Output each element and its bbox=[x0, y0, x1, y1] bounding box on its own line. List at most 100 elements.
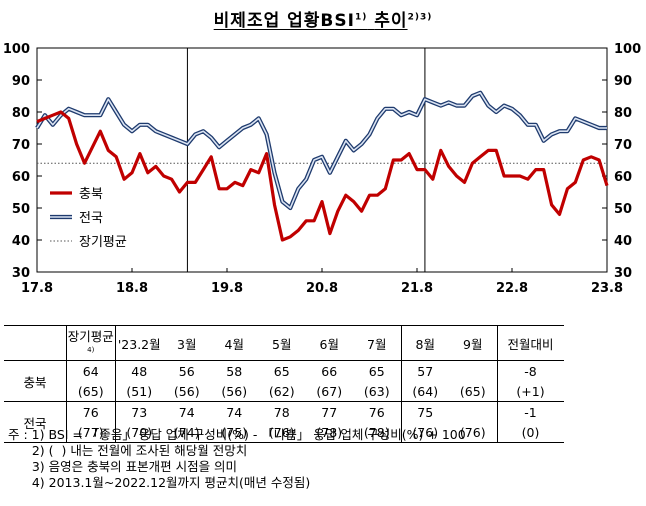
table-cell: (0) bbox=[497, 422, 564, 443]
table-cell: (76) bbox=[400, 422, 449, 443]
table-cell: (65) bbox=[66, 381, 115, 402]
table-cell: 65 bbox=[273, 363, 290, 379]
table-cell: (75) bbox=[210, 422, 258, 443]
table-cell: (67) bbox=[305, 381, 353, 402]
table-cell: -1 bbox=[524, 404, 537, 420]
bsi-line-chart: 30 30 40 40 50 50 60 60 70 70 80 80 90 90 100 100 17.8 18… bbox=[3, 42, 641, 296]
row-label: 전국 bbox=[4, 401, 67, 443]
x-tick-label: 17.8 bbox=[21, 281, 53, 296]
footnotes: 주 : 1) BSI = 「좋음」 응답 업체 구성비(%) - 「나쁨」 응답… bbox=[8, 427, 466, 491]
table-cell: 58 bbox=[226, 363, 243, 379]
table-cell: (77) bbox=[66, 422, 115, 443]
table-cell: (70) bbox=[114, 422, 163, 443]
table-cell: (56) bbox=[163, 381, 211, 402]
y-tick-label-right: 40 bbox=[614, 234, 632, 249]
y-tick-label-right: 50 bbox=[614, 202, 632, 217]
table-cell: 66 bbox=[321, 363, 338, 379]
x-tick-label: 21.8 bbox=[401, 281, 433, 296]
col-header: 장기평균4) bbox=[66, 325, 115, 361]
table-cell bbox=[449, 360, 498, 381]
series-line-national-outline bbox=[35, 90, 607, 211]
title-footnote-1: 1) bbox=[354, 12, 368, 23]
table-cell: 76 bbox=[368, 404, 385, 420]
x-tick-label: 22.8 bbox=[496, 281, 528, 296]
col-header-footnote: 4) bbox=[87, 345, 95, 354]
x-tick-label: 23.8 bbox=[591, 281, 623, 296]
y-tick-label-right: 80 bbox=[614, 106, 632, 121]
table-cell: 75 bbox=[400, 401, 449, 422]
table-row: 전국 76 73 74 74 78 77 76 75 -1 bbox=[4, 401, 564, 443]
col-header: 7월 bbox=[353, 325, 401, 361]
legend-label-chungbuk: 충북 bbox=[79, 187, 103, 202]
footnote-line: 2) ( ) 내는 전월에 조사된 해당월 전망치 bbox=[8, 443, 248, 458]
table-cell: (+1) bbox=[497, 381, 564, 402]
table-cell: (63) bbox=[353, 381, 401, 402]
col-header-label: 장기평균 bbox=[67, 329, 114, 344]
table-cell: (64) bbox=[400, 381, 449, 402]
table-row: (65) (51) (56) (56) (62) (67) (63) (64) … bbox=[4, 381, 564, 402]
y-tick-label-right: 100 bbox=[614, 42, 641, 57]
col-header: 8월 bbox=[400, 325, 449, 361]
title-suffix: 추이 bbox=[374, 11, 408, 31]
table-cell: (51) bbox=[114, 381, 163, 402]
footnote-line: 3) 음영은 충북의 표본개편 시점을 의미 bbox=[8, 459, 238, 474]
table-cell: (76) bbox=[449, 422, 498, 443]
y-tick-label-right: 70 bbox=[614, 138, 632, 153]
col-header: 9월 bbox=[449, 325, 498, 361]
y-tick-label-left: 40 bbox=[12, 234, 30, 249]
col-header: 3월 bbox=[163, 325, 211, 361]
x-tick-label: 20.8 bbox=[306, 281, 338, 296]
table-cell: (78) bbox=[305, 422, 353, 443]
col-header: 전월대비 bbox=[497, 325, 564, 361]
col-header: 6월 bbox=[305, 325, 353, 361]
bsi-table: 장기평균4) '23.2월 3월 4월 5월 6월 7월 8월 9월 전월대비 … bbox=[4, 325, 564, 443]
table-cell: (74) bbox=[163, 422, 211, 443]
table-cell: 56 bbox=[178, 363, 195, 379]
table-cell: (56) bbox=[210, 381, 258, 402]
table-cell: 76 bbox=[66, 401, 115, 422]
chart-title: 비제조업 업황BSI1) 추이2)3) bbox=[0, 6, 646, 31]
table-row: 충북 64 48 56 58 65 66 65 57 -8 bbox=[4, 360, 564, 402]
table-cell: 48 bbox=[114, 360, 163, 381]
table-cell: 65 bbox=[368, 363, 385, 379]
y-tick-label-left: 100 bbox=[3, 42, 30, 57]
x-tick-label: 18.8 bbox=[116, 281, 148, 296]
legend-label-average: 장기평균 bbox=[79, 235, 127, 250]
y-tick-label-right: 30 bbox=[614, 266, 632, 281]
col-header: 4월 bbox=[210, 325, 258, 361]
y-tick-label-left: 80 bbox=[12, 106, 30, 121]
y-tick-label-right: 60 bbox=[614, 170, 632, 185]
table-cell: (65) bbox=[449, 381, 498, 402]
footnote-line: 4) 2013.1월~2022.12월까지 평균치(매년 수정됨) bbox=[8, 475, 311, 490]
y-tick-label-left: 50 bbox=[12, 202, 30, 217]
y-tick-label-left: 30 bbox=[12, 266, 30, 281]
series-line-national bbox=[36, 91, 607, 209]
table-cell: -8 bbox=[524, 363, 537, 379]
title-footnote-2: 2)3) bbox=[407, 12, 433, 23]
table-row: (77) (70) (74) (75) (76) (78) (78) (76) … bbox=[4, 422, 564, 443]
table-cell: 57 bbox=[400, 360, 449, 381]
table-corner bbox=[4, 325, 67, 361]
y-tick-label-left: 70 bbox=[12, 138, 30, 153]
table-header-row: 장기평균4) '23.2월 3월 4월 5월 6월 7월 8월 9월 전월대비 bbox=[4, 325, 564, 361]
row-label: 충북 bbox=[4, 360, 67, 402]
y-tick-label-left: 90 bbox=[12, 74, 30, 89]
y-tick-label-left: 60 bbox=[12, 170, 30, 185]
title-text: 비제조업 업황BSI bbox=[213, 11, 355, 31]
y-tick-label-right: 90 bbox=[614, 74, 632, 89]
table-cell: 64 bbox=[66, 360, 115, 381]
table-cell: 78 bbox=[273, 404, 290, 420]
table-cell: 73 bbox=[114, 401, 163, 422]
table-cell: 74 bbox=[226, 404, 243, 420]
bsi-table-wrapper: 장기평균4) '23.2월 3월 4월 5월 6월 7월 8월 9월 전월대비 … bbox=[4, 325, 564, 443]
legend-label-national: 전국 bbox=[79, 211, 103, 226]
footnote-line: 주 : 1) BSI = 「좋음」 응답 업체 구성비(%) - 「나쁨」 응답… bbox=[8, 427, 466, 442]
table-cell: 74 bbox=[178, 404, 195, 420]
table-cell: (78) bbox=[353, 422, 401, 443]
table-cell: 77 bbox=[321, 404, 338, 420]
col-header: '23.2월 bbox=[114, 325, 163, 361]
table-cell: (76) bbox=[258, 422, 306, 443]
table-cell: (62) bbox=[258, 381, 306, 402]
x-tick-label: 19.8 bbox=[211, 281, 243, 296]
series-line-chungbuk bbox=[36, 110, 609, 242]
